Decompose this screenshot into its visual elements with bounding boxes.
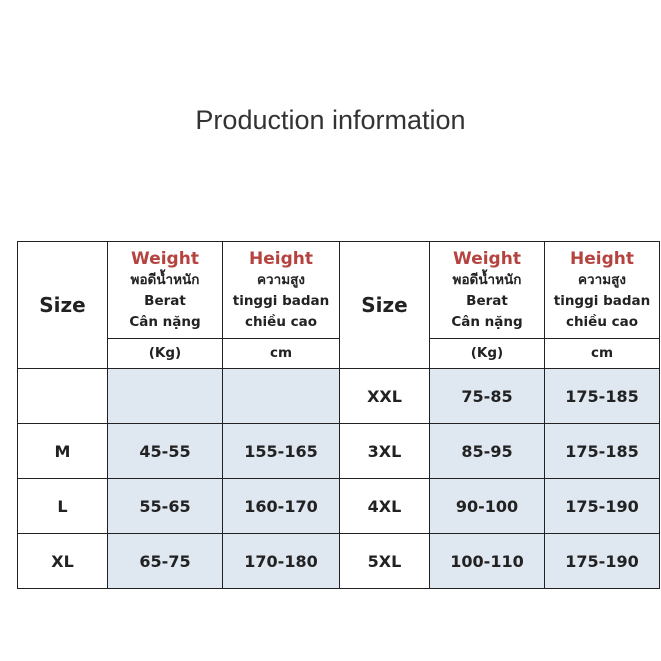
header-size: Size (39, 293, 86, 317)
table-cell: 45-55 (107, 423, 223, 479)
header-size: Size (361, 293, 408, 317)
table-cell: 3XL (339, 423, 430, 479)
cell-text: 3XL (367, 441, 402, 461)
table-cell: cm (544, 338, 660, 369)
header-line: Cân nặng (451, 313, 523, 330)
cell-text: 4XL (367, 496, 402, 516)
header-title: Height (249, 248, 313, 269)
table-cell: 175-190 (544, 478, 660, 534)
table-cell: L (17, 478, 108, 534)
table-cell: 175-185 (544, 423, 660, 479)
table-cell: Height ความสูง tinggi badan chiều cao (544, 241, 660, 339)
header-unit: cm (269, 345, 293, 361)
table-cell: 55-65 (107, 478, 223, 534)
table-cell: M (17, 423, 108, 479)
table-cell: 155-165 (222, 423, 340, 479)
table-cell: Weight พอดีน้ำหนัก Berat Cân nặng (429, 241, 545, 339)
table-cell (107, 368, 223, 424)
table-cell: 65-75 (107, 533, 223, 589)
table-cell: (Kg) (107, 338, 223, 369)
table-cell: Weight พอดีน้ำหนัก Berat Cân nặng (107, 241, 223, 339)
cell-text: 175-185 (565, 386, 639, 406)
header-line: ความสูง (578, 271, 626, 288)
header-title: Height (570, 248, 634, 269)
cell-text: 160-170 (244, 496, 318, 516)
cell-text: 100-110 (450, 551, 524, 571)
header-unit: cm (590, 345, 614, 361)
header-line: Berat (466, 292, 508, 309)
header-title: Weight (453, 248, 521, 269)
header-line: chiều cao (565, 313, 639, 330)
page-title: Production information (195, 105, 466, 135)
table-cell: 175-190 (544, 533, 660, 589)
header-line: ความสูง (257, 271, 305, 288)
header-line: Cân nặng (129, 313, 201, 330)
table-cell: Height ความสูง tinggi badan chiều cao (222, 241, 340, 339)
cell-text: L (57, 496, 68, 516)
header-unit: (Kg) (148, 345, 182, 361)
table-cell: 175-185 (544, 368, 660, 424)
header-line: พอดีน้ำหนัก (452, 271, 522, 288)
cell-text: 85-95 (461, 441, 513, 461)
cell-text: 65-75 (139, 551, 191, 571)
table-cell: 4XL (339, 478, 430, 534)
cell-text: 45-55 (139, 441, 191, 461)
header-title: Weight (131, 248, 199, 269)
table-cell (17, 368, 108, 424)
table-cell (222, 368, 340, 424)
table-cell: 160-170 (222, 478, 340, 534)
table-cell: 75-85 (429, 368, 545, 424)
cell-text: XXL (367, 386, 402, 406)
table-cell: Size (339, 241, 430, 369)
table-cell: 170-180 (222, 533, 340, 589)
table-cell: 100-110 (429, 533, 545, 589)
header-line: chiều cao (244, 313, 318, 330)
table-cell: XL (17, 533, 108, 589)
cell-text: 175-190 (565, 496, 639, 516)
cell-text: 155-165 (244, 441, 318, 461)
cell-text: M (54, 441, 71, 461)
header-line: tinggi badan (553, 292, 651, 309)
cell-text: 170-180 (244, 551, 318, 571)
cell-text: 175-190 (565, 551, 639, 571)
table-cell: XXL (339, 368, 430, 424)
header-line: พอดีน้ำหนัก (130, 271, 200, 288)
cell-text: 5XL (367, 551, 402, 571)
cell-text: 55-65 (139, 496, 191, 516)
table-cell: Size (17, 241, 108, 369)
table-cell: cm (222, 338, 340, 369)
header-line: tinggi badan (232, 292, 330, 309)
table-cell: (Kg) (429, 338, 545, 369)
table-cell: 5XL (339, 533, 430, 589)
cell-text: 175-185 (565, 441, 639, 461)
cell-text: 75-85 (461, 386, 513, 406)
header-line: Berat (144, 292, 186, 309)
table-cell: 90-100 (429, 478, 545, 534)
table-cell: 85-95 (429, 423, 545, 479)
cell-text: XL (51, 551, 74, 571)
cell-text: 90-100 (455, 496, 519, 516)
header-unit: (Kg) (470, 345, 504, 361)
